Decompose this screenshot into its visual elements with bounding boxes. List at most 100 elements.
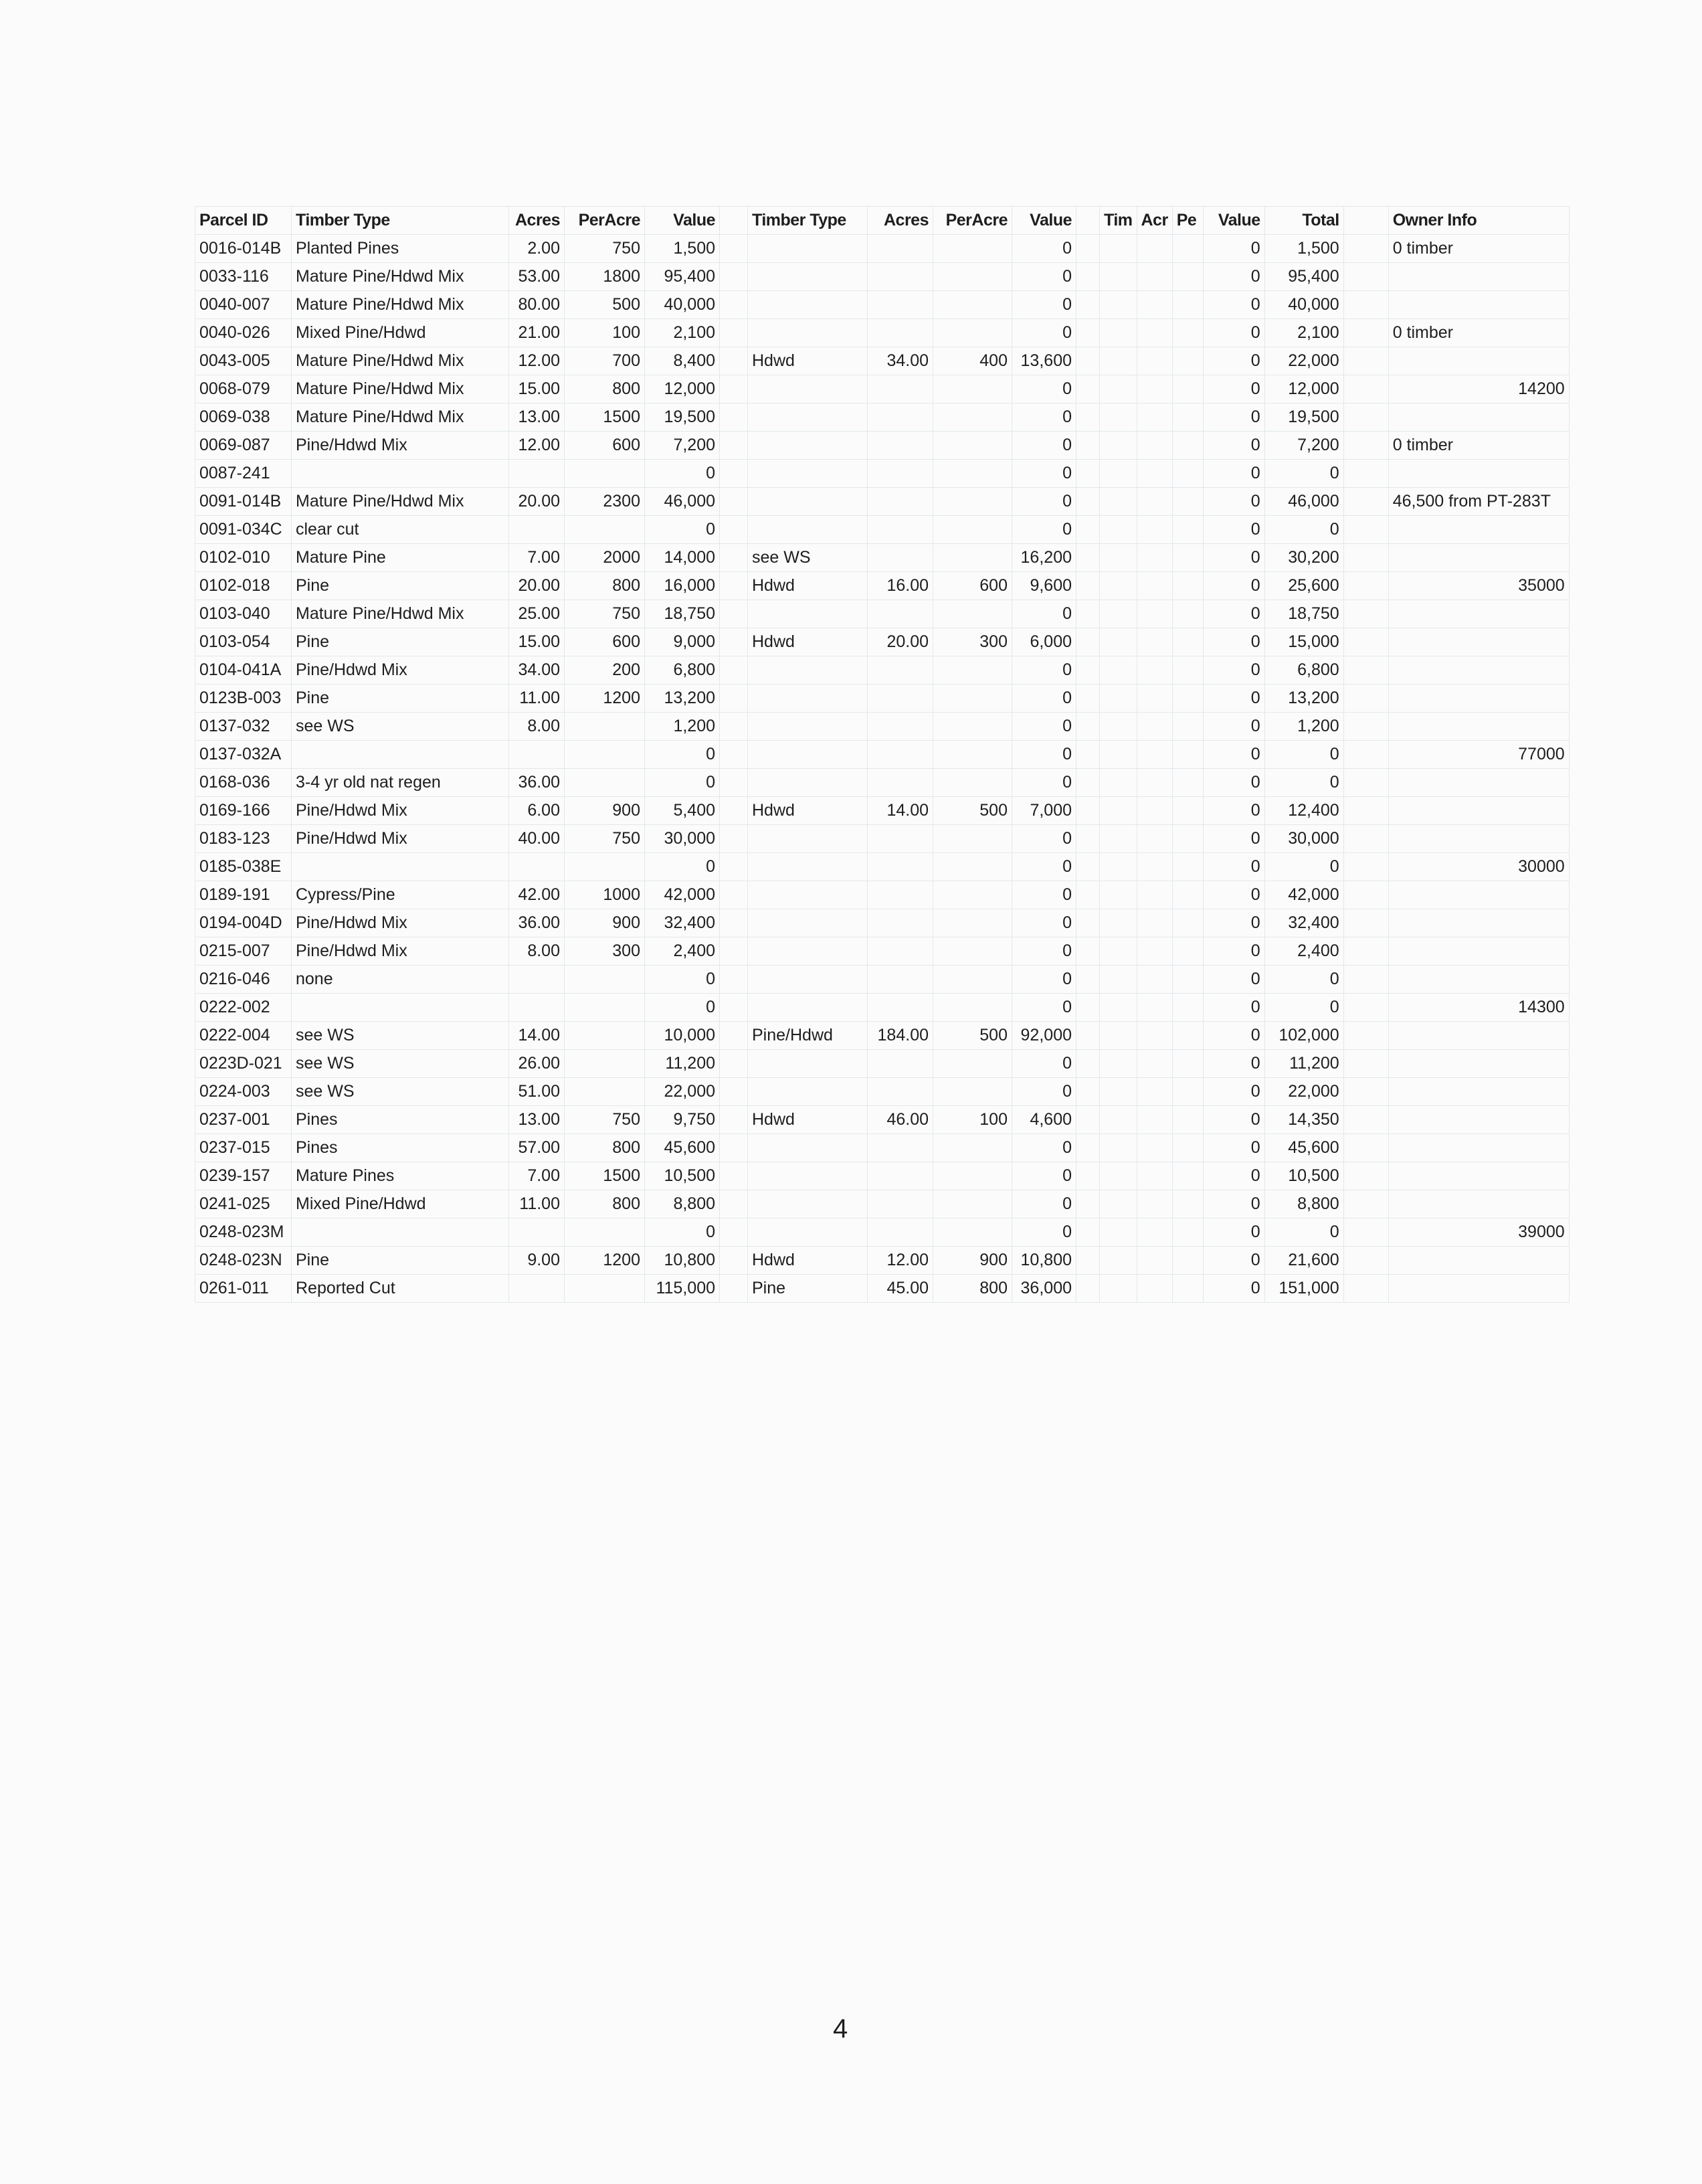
table-cell bbox=[1076, 1246, 1100, 1275]
table-cell bbox=[933, 234, 1012, 263]
table-cell: 0 bbox=[644, 768, 720, 797]
table-cell: 21,600 bbox=[1264, 1246, 1344, 1275]
table-cell: 0 bbox=[1012, 1077, 1076, 1106]
table-cell: 0 bbox=[1202, 262, 1265, 291]
table-cell: 0 bbox=[1012, 1133, 1076, 1162]
table-cell bbox=[719, 1218, 748, 1247]
table-cell: Mature Pine/Hdwd Mix bbox=[291, 403, 509, 432]
table-cell bbox=[719, 571, 748, 600]
table-cell bbox=[933, 937, 1012, 966]
table-cell: 0 bbox=[1202, 600, 1265, 628]
table-cell bbox=[719, 1077, 748, 1106]
table-cell bbox=[1076, 375, 1100, 403]
table-cell: Mixed Pine/Hdwd bbox=[291, 318, 509, 347]
table-cell bbox=[1076, 290, 1100, 319]
table-cell bbox=[1099, 1105, 1137, 1134]
table-cell bbox=[867, 1133, 933, 1162]
table-cell bbox=[1136, 796, 1173, 825]
table-cell: Mature Pine/Hdwd Mix bbox=[291, 347, 509, 375]
table-cell bbox=[1136, 375, 1173, 403]
table-cell bbox=[1076, 852, 1100, 881]
table-cell bbox=[747, 712, 868, 741]
table-cell bbox=[933, 431, 1012, 460]
table-cell bbox=[1343, 1190, 1389, 1218]
table-cell: 0068-079 bbox=[195, 375, 292, 403]
table-cell: 0189-191 bbox=[195, 881, 292, 909]
table-cell bbox=[1076, 1049, 1100, 1078]
table-cell: 0 bbox=[1264, 459, 1344, 488]
table-cell: 0 bbox=[1202, 347, 1265, 375]
table-cell bbox=[747, 656, 868, 685]
column-header: Value bbox=[1202, 206, 1265, 235]
table-cell bbox=[1171, 262, 1204, 291]
table-cell bbox=[1136, 937, 1173, 966]
table-cell: Hdwd bbox=[747, 628, 868, 656]
table-cell bbox=[1136, 1133, 1173, 1162]
table-cell bbox=[1099, 515, 1137, 544]
table-cell bbox=[1171, 431, 1204, 460]
table-cell bbox=[564, 965, 645, 994]
table-cell bbox=[719, 234, 748, 263]
table-cell bbox=[1099, 1021, 1137, 1050]
table-cell bbox=[747, 881, 868, 909]
table-cell bbox=[933, 1049, 1012, 1078]
table-cell bbox=[747, 600, 868, 628]
column-header: Total bbox=[1264, 206, 1344, 235]
table-cell: 13,200 bbox=[644, 684, 720, 713]
table-cell bbox=[747, 1218, 868, 1247]
table-cell bbox=[719, 712, 748, 741]
table-cell bbox=[719, 768, 748, 797]
table-cell bbox=[719, 740, 748, 769]
table-cell bbox=[291, 852, 509, 881]
table-cell: 300 bbox=[933, 628, 1012, 656]
column-header: Acres bbox=[508, 206, 565, 235]
table-cell: 600 bbox=[564, 431, 645, 460]
table-cell bbox=[719, 487, 748, 516]
table-cell bbox=[1388, 1105, 1570, 1134]
table-row: 0102-010 Mature Pine 7.00 2000 14,000 see WS 1… bbox=[195, 543, 1570, 572]
table-cell bbox=[719, 515, 748, 544]
table-cell bbox=[867, 712, 933, 741]
table-row: 0216-046 none 0 0 0 0 bbox=[195, 965, 1570, 994]
table-cell: 12,000 bbox=[644, 375, 720, 403]
table-cell bbox=[1171, 403, 1204, 432]
table-cell bbox=[1171, 1077, 1204, 1106]
table-cell bbox=[1099, 824, 1137, 853]
table-cell bbox=[1076, 740, 1100, 769]
table-cell bbox=[1171, 684, 1204, 713]
table-cell bbox=[933, 1162, 1012, 1190]
table-cell bbox=[747, 431, 868, 460]
table-cell bbox=[1136, 347, 1173, 375]
table-cell: 0 bbox=[1012, 909, 1076, 937]
table-cell: 0104-041A bbox=[195, 656, 292, 685]
table-cell: Hdwd bbox=[747, 571, 868, 600]
table-cell bbox=[564, 740, 645, 769]
table-cell bbox=[564, 1049, 645, 1078]
table-cell bbox=[1343, 459, 1389, 488]
column-header: Acr bbox=[1136, 206, 1173, 235]
table-cell bbox=[1343, 1105, 1389, 1134]
table-cell: Pine/Hdwd Mix bbox=[291, 431, 509, 460]
table-cell bbox=[1171, 824, 1204, 853]
table-cell bbox=[933, 965, 1012, 994]
table-cell: 0 bbox=[1264, 993, 1344, 1022]
table-cell: 34.00 bbox=[867, 347, 933, 375]
table-cell: 0194-004D bbox=[195, 909, 292, 937]
table-cell bbox=[1388, 628, 1570, 656]
table-cell: 0241-025 bbox=[195, 1190, 292, 1218]
table-cell bbox=[933, 375, 1012, 403]
table-cell: 0 bbox=[1012, 712, 1076, 741]
table-cell bbox=[933, 712, 1012, 741]
table-cell bbox=[1343, 656, 1389, 685]
table-cell bbox=[1136, 459, 1173, 488]
table-cell: 0224-003 bbox=[195, 1077, 292, 1106]
table-cell bbox=[1171, 768, 1204, 797]
table-cell: clear cut bbox=[291, 515, 509, 544]
table-row: 0069-087 Pine/Hdwd Mix 12.00 600 7,200 0 0 7,20… bbox=[195, 431, 1570, 460]
table-cell bbox=[508, 515, 565, 544]
table-cell bbox=[1136, 824, 1173, 853]
table-cell: 750 bbox=[564, 824, 645, 853]
table-cell bbox=[1388, 965, 1570, 994]
table-cell bbox=[291, 1218, 509, 1247]
table-cell bbox=[1076, 993, 1100, 1022]
